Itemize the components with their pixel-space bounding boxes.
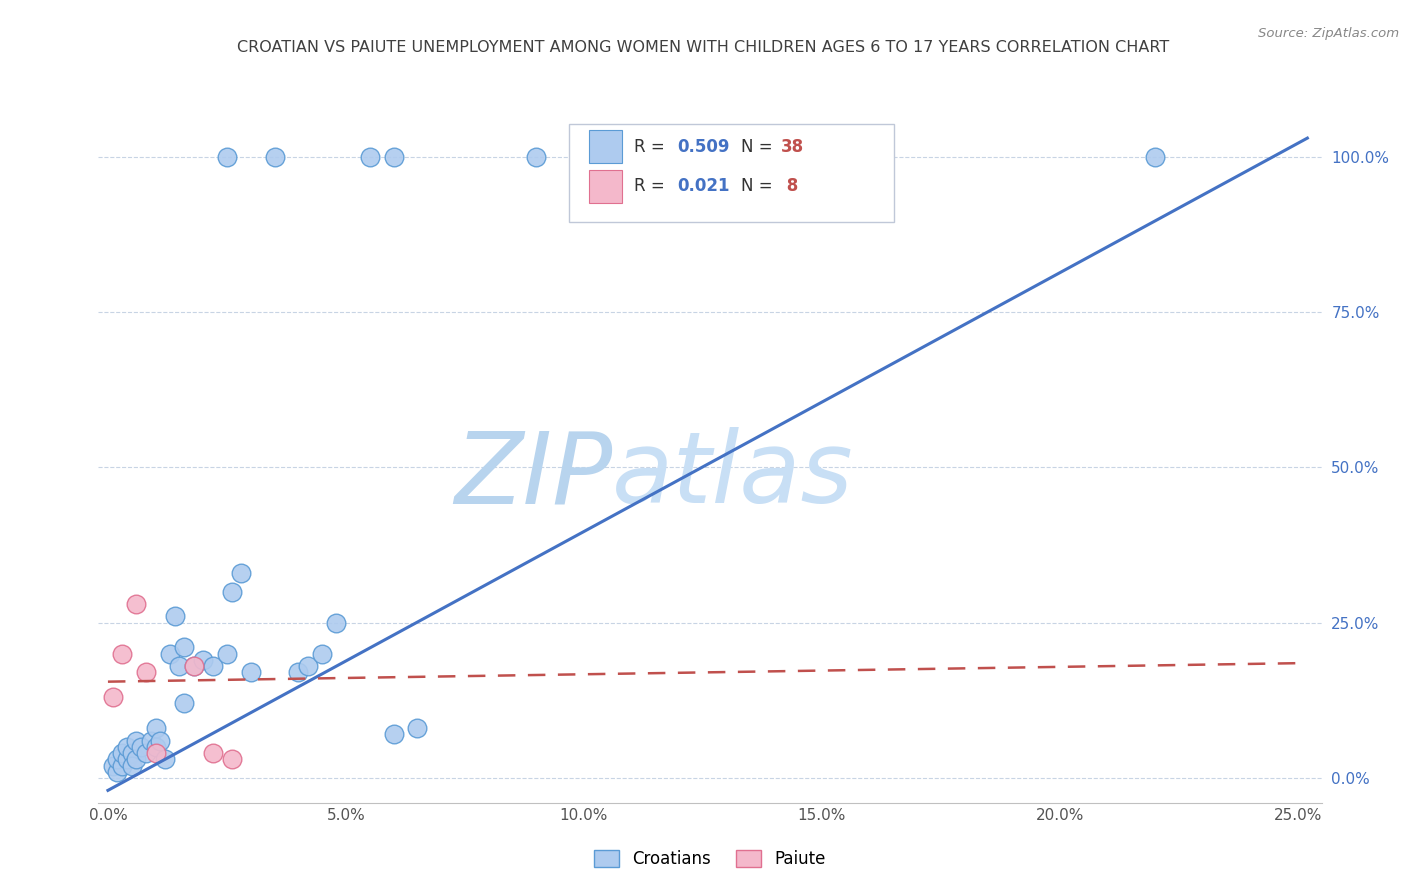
- Point: [111, 647, 134, 661]
- Point: [101, 690, 124, 705]
- Point: [668, 150, 690, 164]
- Point: [524, 150, 547, 164]
- Point: [263, 150, 285, 164]
- Point: [139, 733, 162, 747]
- Text: ZIP: ZIP: [454, 427, 612, 524]
- Point: [173, 697, 195, 711]
- Point: [163, 609, 186, 624]
- Point: [231, 566, 253, 580]
- Point: [173, 640, 195, 655]
- Point: [145, 739, 167, 754]
- Point: [1144, 150, 1167, 164]
- Point: [215, 150, 238, 164]
- Text: 38: 38: [780, 137, 804, 155]
- Text: CROATIAN VS PAIUTE UNEMPLOYMENT AMONG WOMEN WITH CHILDREN AGES 6 TO 17 YEARS COR: CROATIAN VS PAIUTE UNEMPLOYMENT AMONG WO…: [236, 40, 1170, 55]
- Text: 0.021: 0.021: [678, 178, 730, 195]
- Point: [111, 758, 134, 772]
- Point: [159, 647, 181, 661]
- Point: [191, 653, 214, 667]
- Point: [215, 647, 238, 661]
- Text: N =: N =: [741, 178, 778, 195]
- Point: [115, 739, 138, 754]
- Point: [311, 647, 333, 661]
- Point: [325, 615, 347, 630]
- Point: [135, 746, 157, 760]
- Point: [382, 150, 405, 164]
- Point: [125, 752, 148, 766]
- Point: [359, 150, 381, 164]
- FancyBboxPatch shape: [569, 124, 894, 222]
- Point: [111, 746, 134, 760]
- FancyBboxPatch shape: [589, 130, 621, 163]
- Point: [297, 659, 319, 673]
- Point: [572, 150, 595, 164]
- Point: [406, 721, 429, 735]
- Point: [201, 659, 224, 673]
- Text: 8: 8: [780, 178, 799, 195]
- Point: [121, 758, 143, 772]
- Point: [201, 746, 224, 760]
- Point: [183, 659, 205, 673]
- Text: 0.509: 0.509: [678, 137, 730, 155]
- Point: [221, 752, 243, 766]
- Point: [239, 665, 262, 680]
- Point: [169, 659, 191, 673]
- Text: R =: R =: [634, 178, 671, 195]
- Point: [183, 659, 205, 673]
- Text: Source: ZipAtlas.com: Source: ZipAtlas.com: [1258, 27, 1399, 40]
- Point: [135, 665, 157, 680]
- Point: [121, 746, 143, 760]
- Point: [145, 721, 167, 735]
- Legend: Croatians, Paiute: Croatians, Paiute: [588, 843, 832, 874]
- Text: N =: N =: [741, 137, 778, 155]
- Point: [287, 665, 309, 680]
- Point: [101, 758, 124, 772]
- Point: [149, 733, 172, 747]
- Text: R =: R =: [634, 137, 671, 155]
- FancyBboxPatch shape: [589, 170, 621, 202]
- Text: atlas: atlas: [612, 427, 853, 524]
- Point: [107, 764, 129, 779]
- Point: [382, 727, 405, 741]
- Point: [125, 597, 148, 611]
- Point: [129, 739, 152, 754]
- Point: [107, 752, 129, 766]
- Point: [145, 746, 167, 760]
- Point: [125, 733, 148, 747]
- Point: [115, 752, 138, 766]
- Point: [153, 752, 176, 766]
- Point: [221, 584, 243, 599]
